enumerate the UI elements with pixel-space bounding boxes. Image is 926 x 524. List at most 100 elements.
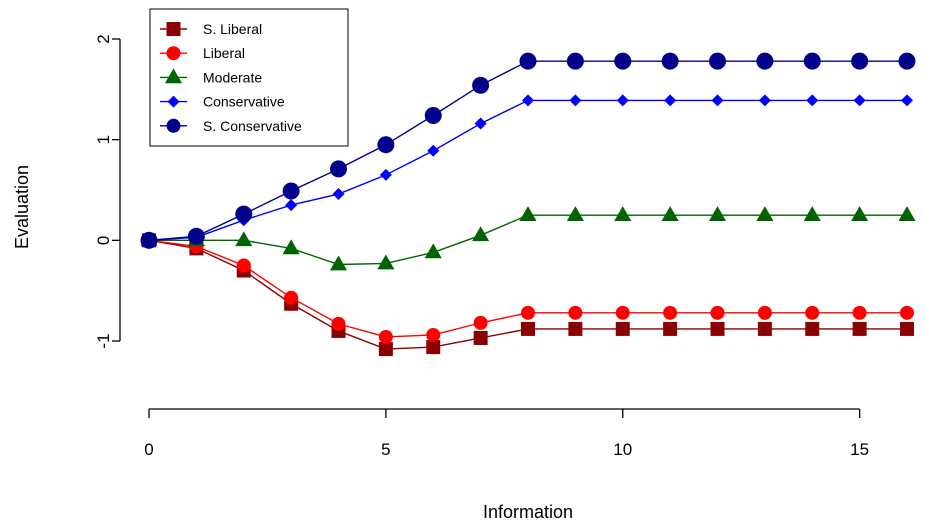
square-marker	[521, 321, 535, 336]
square-marker	[710, 321, 725, 336]
circle-marker	[615, 305, 630, 320]
legend-label: S. Conservative	[203, 118, 302, 134]
square-marker	[426, 340, 441, 355]
triangle-marker	[803, 206, 821, 222]
y-tick-label: 0	[94, 236, 113, 245]
diamond-marker	[522, 94, 534, 107]
x-tick-label: 5	[381, 440, 390, 459]
legend-item: Conservative	[160, 94, 285, 110]
circle-marker	[568, 305, 583, 320]
diamond-marker	[474, 117, 487, 130]
circle-marker	[898, 52, 916, 70]
circle-marker	[330, 160, 347, 178]
triangle-marker	[566, 206, 584, 222]
triangle-marker	[329, 255, 348, 271]
triangle-marker	[708, 206, 727, 222]
legend-label: Moderate	[203, 69, 262, 85]
circle-marker	[331, 316, 346, 331]
circle-marker	[282, 182, 300, 200]
x-axis: 0 5 10 15	[144, 408, 869, 459]
diamond-marker	[758, 94, 771, 107]
diamond-marker	[569, 94, 582, 107]
triangle-marker	[756, 206, 774, 222]
triangle-marker	[614, 206, 632, 222]
circle-marker	[519, 52, 537, 70]
diamond-marker	[853, 94, 866, 107]
square-marker	[568, 321, 583, 336]
diamond-marker	[427, 144, 440, 157]
legend-item: S. Conservative	[160, 118, 302, 134]
x-tick-label: 15	[850, 440, 869, 459]
series-line	[149, 214, 907, 266]
circle-marker	[663, 305, 678, 320]
legend-label: Liberal	[203, 45, 245, 61]
legend-label: S. Liberal	[203, 21, 262, 37]
circle-marker	[852, 305, 867, 320]
square-marker	[900, 321, 914, 336]
x-axis-title: Information	[483, 502, 573, 522]
circle-marker	[166, 46, 181, 61]
legend-item: Moderate	[160, 68, 262, 85]
circle-marker	[709, 52, 726, 70]
series-s-liberal	[142, 233, 914, 357]
square-marker	[757, 321, 772, 336]
legend-item: S. Liberal	[160, 21, 262, 37]
diamond-marker	[332, 188, 345, 201]
legend-item: Liberal	[160, 45, 245, 61]
circle-marker	[187, 227, 205, 245]
square-marker	[378, 342, 393, 357]
circle-marker	[235, 205, 253, 223]
plot-series	[140, 52, 916, 357]
circle-marker	[805, 305, 820, 320]
circle-marker	[757, 305, 772, 320]
triangle-marker	[898, 206, 916, 222]
circle-marker	[661, 52, 679, 70]
legend: S. Liberal Liberal Moderate Conservative S. …	[149, 8, 349, 147]
diamond-marker	[806, 94, 819, 107]
triangle-marker	[851, 206, 869, 222]
diamond-marker	[711, 94, 724, 107]
triangle-marker	[377, 254, 395, 270]
y-tick-label: 2	[94, 34, 113, 43]
circle-marker	[521, 305, 535, 320]
circle-marker	[236, 258, 251, 273]
circle-marker	[851, 52, 869, 70]
diamond-marker	[901, 94, 913, 107]
square-marker	[805, 321, 820, 336]
square-marker	[852, 321, 867, 336]
circle-marker	[284, 290, 299, 305]
circle-marker	[710, 305, 725, 320]
y-axis: -1 0 1 2	[94, 34, 121, 349]
circle-marker	[140, 231, 158, 249]
triangle-marker	[164, 68, 183, 84]
square-marker	[473, 330, 488, 345]
circle-marker	[566, 52, 584, 70]
square-marker	[615, 321, 630, 336]
diamond-marker	[379, 168, 392, 181]
legend-label: Conservative	[203, 94, 285, 110]
triangle-marker	[282, 239, 300, 255]
diamond-marker	[664, 94, 677, 107]
circle-marker	[424, 107, 442, 125]
circle-marker	[166, 118, 181, 133]
y-tick-label: 1	[94, 135, 113, 144]
triangle-marker	[235, 231, 253, 247]
x-tick-label: 0	[144, 440, 153, 459]
circle-marker	[377, 136, 395, 154]
circle-marker	[756, 52, 774, 70]
triangle-marker	[661, 206, 679, 222]
circle-marker	[803, 52, 821, 70]
circle-marker	[614, 52, 632, 70]
y-tick-label: -1	[94, 333, 113, 348]
y-axis-title: Evaluation	[12, 165, 32, 249]
circle-marker	[900, 305, 914, 320]
diamond-marker	[285, 199, 298, 212]
circle-marker	[473, 315, 488, 330]
circle-marker	[378, 329, 393, 344]
square-marker	[166, 22, 181, 36]
circle-marker	[472, 76, 490, 94]
diamond-marker	[167, 95, 180, 108]
triangle-marker	[472, 226, 490, 242]
series-s-conservative	[140, 52, 916, 249]
square-marker	[663, 321, 678, 336]
